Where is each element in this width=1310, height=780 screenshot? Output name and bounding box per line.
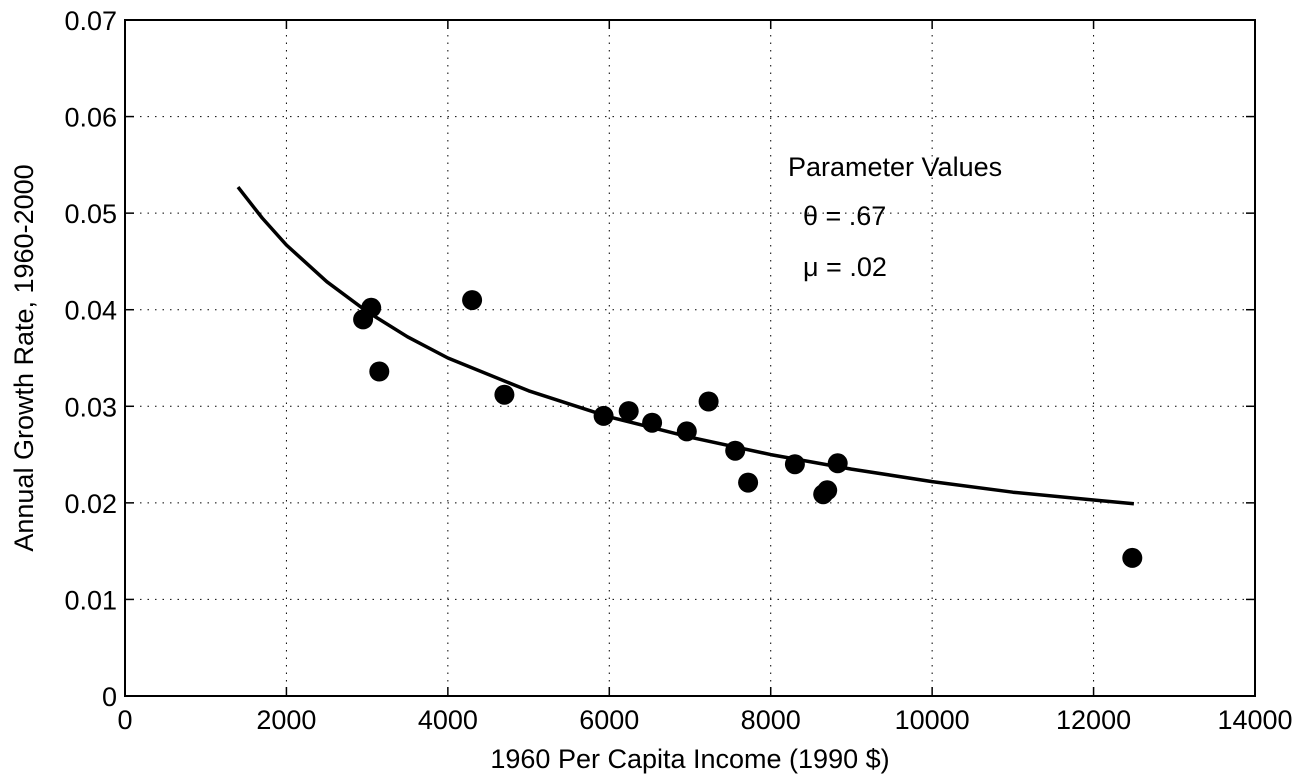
x-tick-label: 12000 [1056, 705, 1131, 735]
data-point [494, 384, 515, 405]
y-tick-label: 0.06 [64, 103, 117, 133]
annotation-theta: θ = .67 [803, 201, 886, 231]
data-point [361, 297, 382, 318]
y-tick-label: 0.05 [64, 199, 117, 229]
y-tick-label: 0.03 [64, 392, 117, 422]
annotation-mu: μ = .02 [803, 252, 887, 282]
data-point [462, 290, 483, 311]
scatter-points [353, 290, 1143, 568]
ticks: 0 2000 4000 6000 8000 10000 12000 14000 0 0.01 0.0… [64, 6, 1292, 735]
data-point [593, 405, 614, 426]
fitted-curve-line [236, 186, 1135, 506]
annotation-heading: Parameter Values [788, 152, 1002, 182]
grid [125, 20, 1255, 696]
x-axis-label: 1960 Per Capita Income (1990 $) [490, 744, 889, 774]
x-tick-label: 2000 [256, 705, 316, 735]
fitted-curve [236, 186, 1135, 506]
plot-frame [124, 19, 1256, 697]
data-point [725, 440, 746, 461]
x-tick-label: 14000 [1217, 705, 1292, 735]
x-tick-label: 10000 [895, 705, 970, 735]
y-tick-label: 0.04 [64, 296, 117, 326]
y-tick-label: 0 [102, 682, 117, 712]
x-tick-label: 4000 [418, 705, 478, 735]
data-point [817, 480, 838, 501]
y-axis-label: Annual Growth Rate, 1960-2000 [9, 164, 39, 551]
data-point [827, 453, 848, 474]
x-tick-label: 0 [117, 705, 132, 735]
y-tick-label: 0.02 [64, 489, 117, 519]
x-tick-label: 6000 [579, 705, 639, 735]
data-point [738, 472, 759, 493]
data-point [784, 454, 805, 475]
data-point [642, 412, 663, 433]
data-point [369, 361, 390, 382]
y-tick-label: 0.01 [64, 585, 117, 615]
x-tick-label: 8000 [741, 705, 801, 735]
y-tick-label: 0.07 [64, 6, 117, 36]
data-point [698, 391, 719, 412]
data-point [1122, 547, 1143, 568]
data-point [676, 421, 697, 442]
data-point [618, 401, 639, 422]
